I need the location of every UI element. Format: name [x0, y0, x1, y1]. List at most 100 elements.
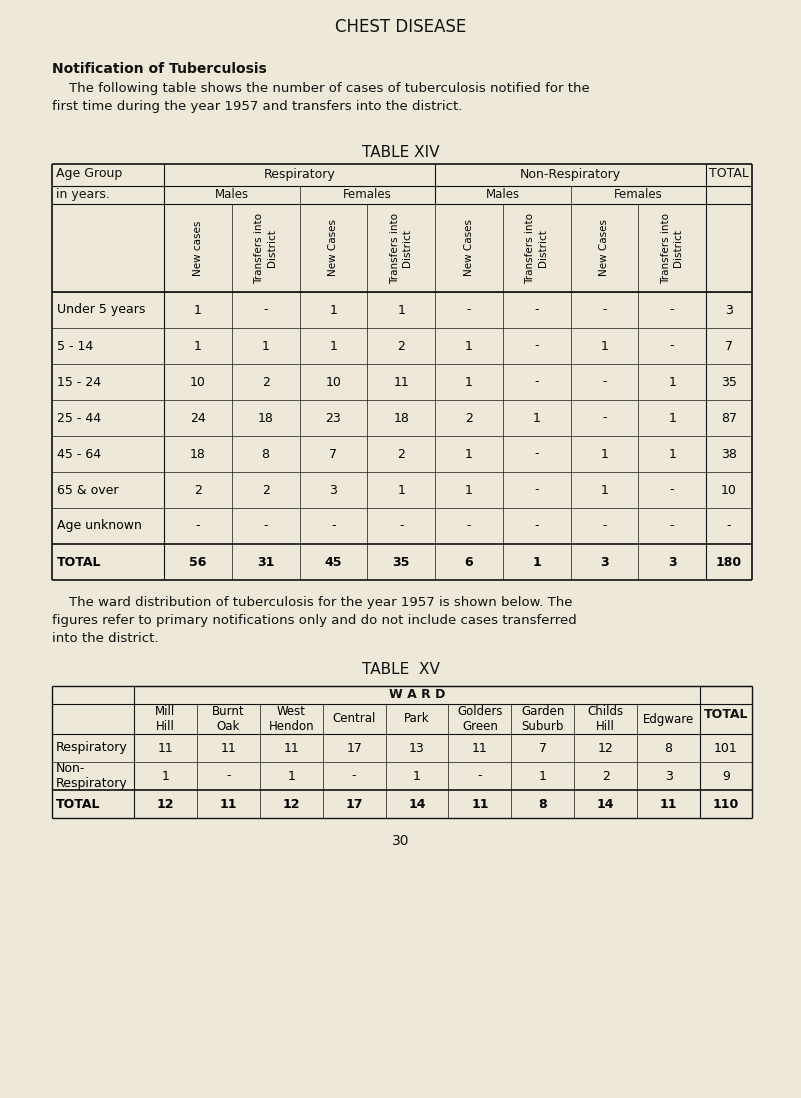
Text: -: -: [331, 519, 336, 533]
Text: Males: Males: [485, 188, 520, 201]
Text: 1: 1: [601, 483, 608, 496]
Text: 1: 1: [465, 483, 473, 496]
Text: 65 & over: 65 & over: [57, 483, 119, 496]
Text: 7: 7: [329, 448, 337, 460]
Text: 45: 45: [324, 556, 342, 569]
Text: 2: 2: [397, 339, 405, 352]
Text: 38: 38: [721, 448, 737, 460]
Text: 1: 1: [194, 303, 202, 316]
Text: 11: 11: [393, 376, 409, 389]
Text: 1: 1: [533, 412, 541, 425]
Text: 1: 1: [465, 376, 473, 389]
Text: 12: 12: [598, 741, 614, 754]
Text: 17: 17: [345, 797, 363, 810]
Text: 23: 23: [325, 412, 341, 425]
Text: 8: 8: [262, 448, 270, 460]
Text: Non-Respiratory: Non-Respiratory: [520, 168, 621, 181]
Text: first time during the year 1957 and transfers into the district.: first time during the year 1957 and tran…: [52, 100, 462, 113]
Text: New Cases: New Cases: [599, 220, 610, 277]
Text: -: -: [264, 303, 268, 316]
Text: Respiratory: Respiratory: [264, 168, 336, 181]
Text: -: -: [399, 519, 404, 533]
Text: -: -: [602, 303, 606, 316]
Text: 7: 7: [539, 741, 547, 754]
Text: -: -: [602, 519, 606, 533]
Text: 13: 13: [409, 741, 425, 754]
Text: -: -: [534, 376, 539, 389]
Text: 2: 2: [602, 770, 610, 783]
Text: TOTAL: TOTAL: [704, 708, 748, 721]
Text: -: -: [534, 303, 539, 316]
Text: New Cases: New Cases: [328, 220, 338, 277]
Text: 1: 1: [413, 770, 421, 783]
Text: 2: 2: [465, 412, 473, 425]
Text: 1: 1: [397, 303, 405, 316]
Text: -: -: [602, 376, 606, 389]
Text: 1: 1: [397, 483, 405, 496]
Text: Transfers into
District: Transfers into District: [255, 213, 277, 283]
Text: 1: 1: [194, 339, 202, 352]
Text: 8: 8: [665, 741, 673, 754]
Text: -: -: [534, 339, 539, 352]
Text: 1: 1: [288, 770, 295, 783]
Text: 110: 110: [713, 797, 739, 810]
Text: 101: 101: [714, 741, 738, 754]
Text: Non-
Respiratory: Non- Respiratory: [56, 762, 127, 789]
Text: figures refer to primary notifications only and do not include cases transferred: figures refer to primary notifications o…: [52, 614, 577, 627]
Text: 10: 10: [721, 483, 737, 496]
Text: 17: 17: [346, 741, 362, 754]
Text: 11: 11: [660, 797, 678, 810]
Text: 31: 31: [257, 556, 274, 569]
Text: 11: 11: [158, 741, 173, 754]
Text: 15 - 24: 15 - 24: [57, 376, 101, 389]
Text: 12: 12: [157, 797, 174, 810]
Text: The ward distribution of tuberculosis for the year 1957 is shown below. The: The ward distribution of tuberculosis fo…: [52, 596, 573, 609]
Text: -: -: [477, 770, 482, 783]
Text: 35: 35: [721, 376, 737, 389]
Text: 11: 11: [472, 741, 488, 754]
Text: 11: 11: [471, 797, 489, 810]
Text: 8: 8: [538, 797, 547, 810]
Text: -: -: [727, 519, 731, 533]
Text: 11: 11: [284, 741, 299, 754]
Text: -: -: [467, 519, 471, 533]
Text: 56: 56: [189, 556, 207, 569]
Text: 3: 3: [329, 483, 337, 496]
Text: -: -: [352, 770, 356, 783]
Text: 35: 35: [392, 556, 410, 569]
Text: Burnt
Oak: Burnt Oak: [212, 705, 244, 733]
Text: 7: 7: [725, 339, 733, 352]
Text: 24: 24: [190, 412, 206, 425]
Text: Park: Park: [405, 713, 430, 726]
Text: 2: 2: [262, 376, 270, 389]
Text: 18: 18: [258, 412, 274, 425]
Text: 14: 14: [409, 797, 426, 810]
Text: TABLE  XV: TABLE XV: [362, 662, 440, 677]
Text: 2: 2: [262, 483, 270, 496]
Text: 3: 3: [668, 556, 676, 569]
Text: -: -: [226, 770, 231, 783]
Text: 18: 18: [393, 412, 409, 425]
Text: 1: 1: [262, 339, 270, 352]
Text: Females: Females: [614, 188, 662, 201]
Text: 3: 3: [665, 770, 673, 783]
Text: Transfers into
District: Transfers into District: [661, 213, 683, 283]
Text: 10: 10: [190, 376, 206, 389]
Text: -: -: [670, 339, 674, 352]
Text: 1: 1: [465, 339, 473, 352]
Text: TOTAL: TOTAL: [709, 167, 749, 180]
Text: 30: 30: [392, 834, 410, 848]
Text: 1: 1: [329, 339, 337, 352]
Text: Males: Males: [215, 188, 249, 201]
Text: -: -: [467, 303, 471, 316]
Text: 14: 14: [597, 797, 614, 810]
Text: -: -: [670, 303, 674, 316]
Text: 180: 180: [716, 556, 742, 569]
Text: 1: 1: [162, 770, 169, 783]
Text: Under 5 years: Under 5 years: [57, 303, 145, 316]
Text: 18: 18: [190, 448, 206, 460]
Text: Central: Central: [332, 713, 376, 726]
Text: 11: 11: [219, 797, 237, 810]
Text: TOTAL: TOTAL: [57, 556, 102, 569]
Text: -: -: [534, 448, 539, 460]
